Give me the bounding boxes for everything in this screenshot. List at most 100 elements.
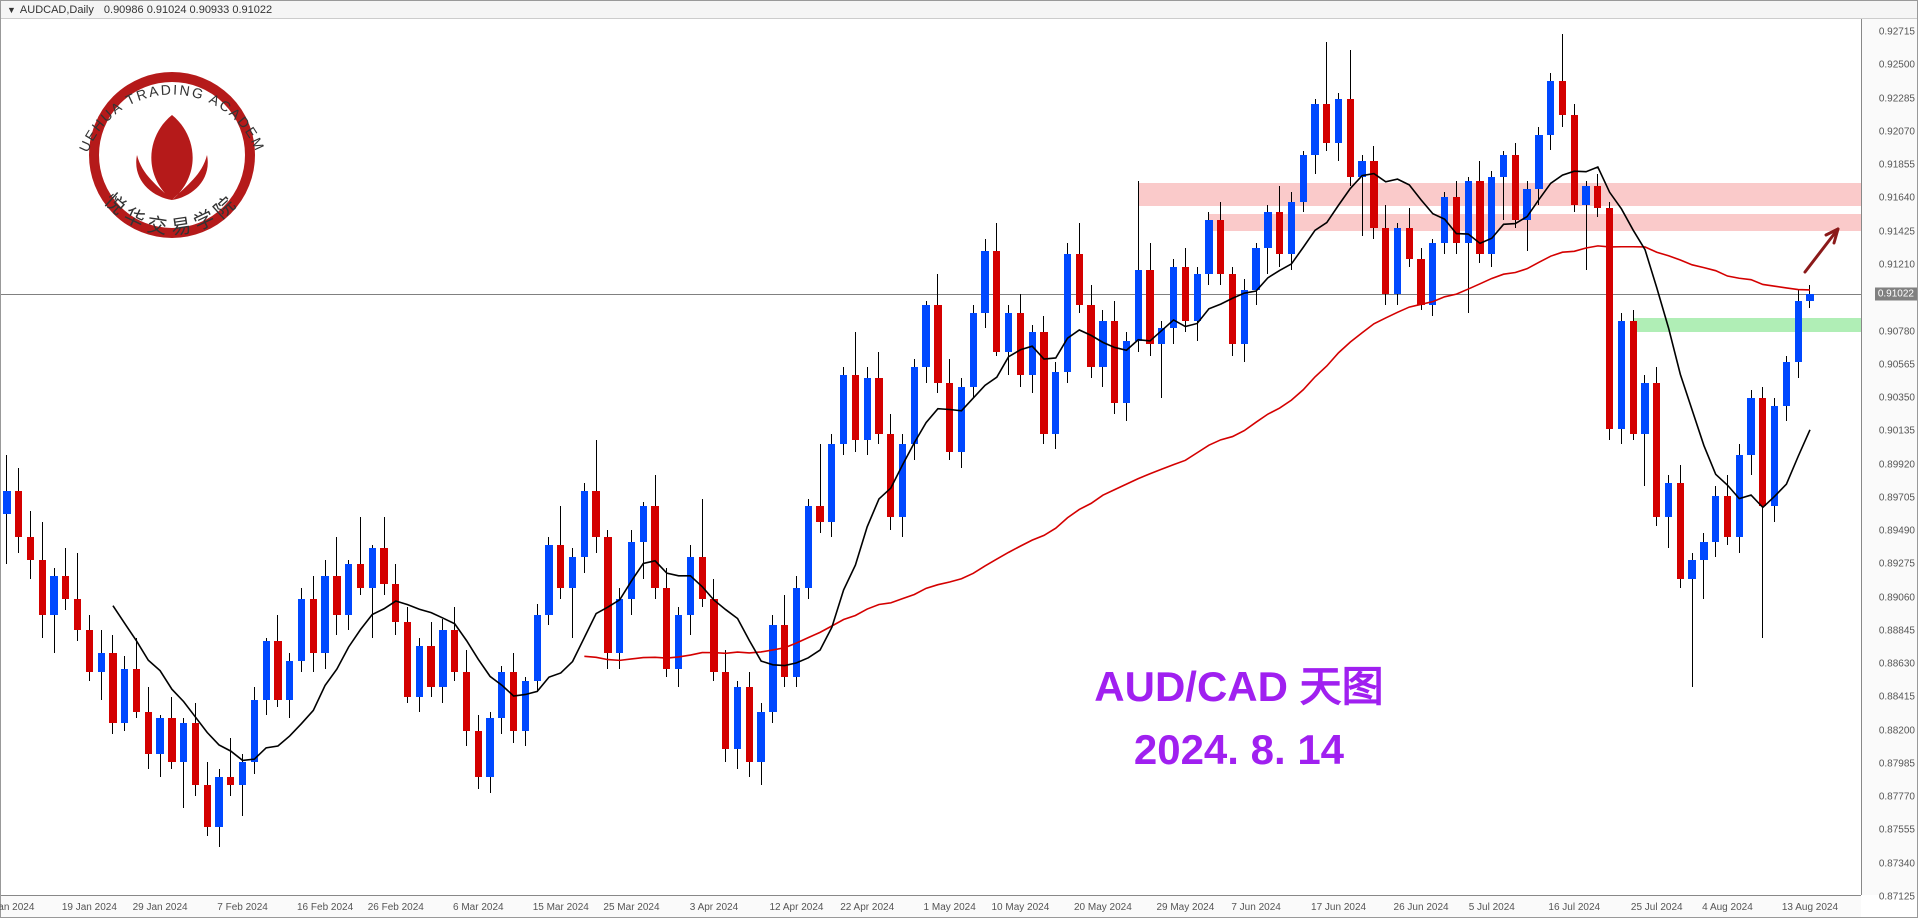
x-tick: 15 Mar 2024 [533,902,589,913]
x-tick: 29 May 2024 [1156,902,1214,913]
candle-body [675,615,682,669]
candle-body [887,434,894,518]
x-tick: 26 Jun 2024 [1394,902,1449,913]
candle-body [1064,254,1071,372]
candle-body [1276,212,1283,254]
candle-body [121,669,128,723]
candle-body [380,548,387,584]
candle-body [934,305,941,382]
candle-body [145,712,152,754]
y-tick: 0.90135 [1879,426,1915,437]
candle-body [592,491,599,537]
candle-body [545,545,552,615]
y-tick: 0.90565 [1879,359,1915,370]
candle-body [1665,483,1672,517]
candle-body [1571,115,1578,205]
current-price-line [1,294,1863,295]
candle-body [1358,161,1365,176]
x-tick: 25 Jul 2024 [1631,902,1683,913]
candle-body [156,718,163,754]
y-tick: 0.88200 [1879,725,1915,736]
candle-body [581,491,588,558]
candle-body [1712,496,1719,542]
candle-body [1382,228,1389,295]
candle-body [1783,362,1790,405]
candle-body [1429,243,1436,305]
x-tick: 1 May 2024 [924,902,976,913]
candle-body [1005,313,1012,352]
y-tick: 0.87555 [1879,825,1915,836]
x-tick: 25 Mar 2024 [603,902,659,913]
candle-body [1076,254,1083,305]
candle-body [793,588,800,676]
chart-container: ▼ AUDCAD,Daily 0.90986 0.91024 0.90933 0… [0,0,1918,918]
candle-body [1311,104,1318,155]
x-tick: 16 Jul 2024 [1548,902,1600,913]
candle-body [1182,267,1189,321]
candle-body [628,542,635,599]
candle-body [710,599,717,672]
candle-body [74,599,81,630]
x-tick: 7 Feb 2024 [217,902,268,913]
candle-body [946,383,953,453]
candle-body [687,557,694,614]
candle-body [27,537,34,560]
candle-body [1594,186,1601,208]
y-tick: 0.88415 [1879,692,1915,703]
candle-body [1123,341,1130,403]
candle-body [1795,301,1802,363]
candle-body [1252,248,1259,290]
candle-body [757,712,764,762]
candle-body [321,576,328,653]
candle-body [1618,321,1625,429]
candle-body [1087,305,1094,367]
candle-body [569,557,576,588]
x-axis: 10 Jan 202419 Jan 202429 Jan 20247 Feb 2… [1,895,1861,917]
dropdown-icon[interactable]: ▼ [7,5,16,15]
candle-body [1417,259,1424,305]
candle-body [3,491,10,514]
candle-body [1771,406,1778,507]
plot-area[interactable] [1,19,1861,895]
x-tick: 12 Apr 2024 [770,902,824,913]
candle-body [251,700,258,762]
candle-body [899,444,906,517]
y-tick: 0.89920 [1879,459,1915,470]
candle-body [1688,560,1695,579]
y-tick: 0.92070 [1879,126,1915,137]
price-zone [1138,183,1863,206]
ohlc-label: 0.90986 0.91024 0.90933 0.91022 [104,4,272,16]
candle-body [416,646,423,697]
y-axis: 0.927150.925000.922850.920700.918550.916… [1861,19,1917,895]
candle-body [993,251,1000,352]
candle-body [1641,383,1648,434]
y-tick: 0.87985 [1879,758,1915,769]
candle-body [534,615,541,682]
candle-body [1759,398,1766,506]
candle-body [1300,155,1307,201]
candle-body [1111,321,1118,403]
candle-body [557,545,564,588]
candle-body [1146,270,1153,344]
x-tick: 22 Apr 2024 [840,902,894,913]
candle-body [1229,274,1236,344]
candle-body [1677,483,1684,579]
ma-fast-line [1,19,1863,897]
candle-body [357,564,364,589]
candle-body [286,661,293,700]
candle-body [816,506,823,521]
candle-body [109,653,116,723]
candle-body [1323,104,1330,143]
y-tick: 0.87340 [1879,858,1915,869]
candle-body [1288,202,1295,255]
x-tick: 10 May 2024 [991,902,1049,913]
y-tick: 0.91640 [1879,193,1915,204]
x-tick: 26 Feb 2024 [368,902,424,913]
candle-body [1406,228,1413,259]
x-tick: 5 Jul 2024 [1469,902,1515,913]
x-tick: 13 Aug 2024 [1782,902,1838,913]
candle-body [663,588,670,668]
y-tick: 0.91210 [1879,259,1915,270]
candle-body [263,641,270,700]
symbol-label: AUDCAD,Daily [20,4,94,16]
